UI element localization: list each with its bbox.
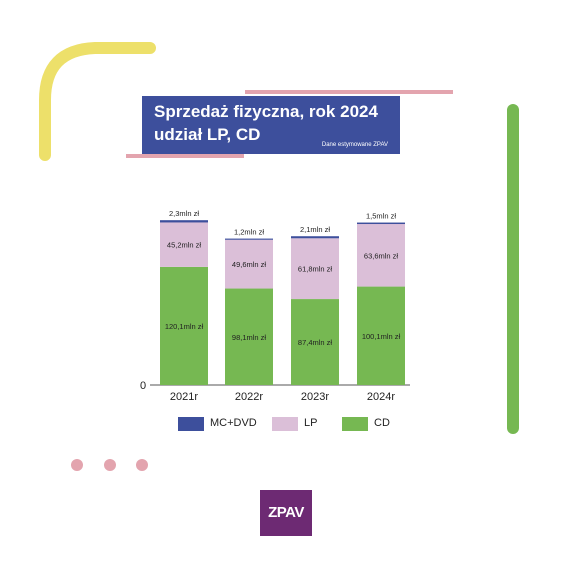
chart-title-box: Sprzedaż fizyczna, rok 2024 udział LP, C… <box>142 96 400 154</box>
zpav-logo: ZPAV <box>260 490 312 536</box>
chart-source-note: Dane estymowane ZPAV <box>321 142 388 148</box>
bar-cd-2022r <box>225 288 273 385</box>
data-label-lp-2021r: 45,2mln zł <box>167 241 202 250</box>
x-tick-label-2022r: 2022r <box>235 391 263 403</box>
legend-swatch-mc-dvd <box>178 417 204 431</box>
bar-lp-2024r <box>357 224 405 287</box>
legend-swatch-lp <box>272 417 298 431</box>
data-label-lp-2023r: 61,8mln zł <box>298 265 333 274</box>
bar-mc-dvd-2024r <box>357 222 405 225</box>
y-zero-label: 0 <box>140 380 146 392</box>
data-label-mc-dvd-2023r: 2,1mln zł <box>300 225 330 234</box>
data-label-mc-dvd-2024r: 1,5mln zł <box>366 212 396 221</box>
pink-line-top-decoration <box>245 90 453 94</box>
bar-cd-2021r <box>160 266 208 385</box>
legend-label-mc-dvd: MC+DVD <box>210 417 257 429</box>
legend-label-cd: CD <box>374 417 390 429</box>
data-label-cd-2023r: 87,4mln zł <box>298 338 333 347</box>
chart-title-line1: Sprzedaż fizyczna, rok 2024 <box>154 102 378 121</box>
bar-mc-dvd-2023r <box>291 236 339 239</box>
data-label-lp-2022r: 49,6mln zł <box>232 260 267 269</box>
data-label-cd-2021r: 120,1mln zł <box>165 322 204 331</box>
x-tick-label-2023r: 2023r <box>301 391 329 403</box>
data-label-cd-2024r: 100,1mln zł <box>362 332 401 341</box>
bar-mc-dvd-2021r <box>160 220 208 223</box>
chart-title-line2: udział LP, CD <box>154 125 261 144</box>
bar-cd-2023r <box>291 299 339 385</box>
data-label-cd-2022r: 98,1mln zł <box>232 333 267 342</box>
dot-2-decoration <box>104 459 116 471</box>
bar-mc-dvd-2022r <box>225 238 273 240</box>
x-tick-label-2021r: 2021r <box>170 391 198 403</box>
legend-swatch-cd <box>342 417 368 431</box>
bar-lp-2023r <box>291 238 339 300</box>
bar-lp-2021r <box>160 222 208 267</box>
pink-line-left-decoration <box>126 154 244 158</box>
bar-lp-2022r <box>225 239 273 289</box>
x-tick-label-2024r: 2024r <box>367 391 395 403</box>
dot-3-decoration <box>136 459 148 471</box>
data-label-lp-2024r: 63,6mln zł <box>364 251 399 260</box>
bar-cd-2024r <box>357 286 405 385</box>
yellow-arc-decoration <box>39 42 156 161</box>
legend-label-lp: LP <box>304 417 318 429</box>
dot-1-decoration <box>71 459 83 471</box>
data-label-mc-dvd-2021r: 2,3mln zł <box>169 209 199 218</box>
data-label-mc-dvd-2022r: 1,2mln zł <box>234 228 264 237</box>
